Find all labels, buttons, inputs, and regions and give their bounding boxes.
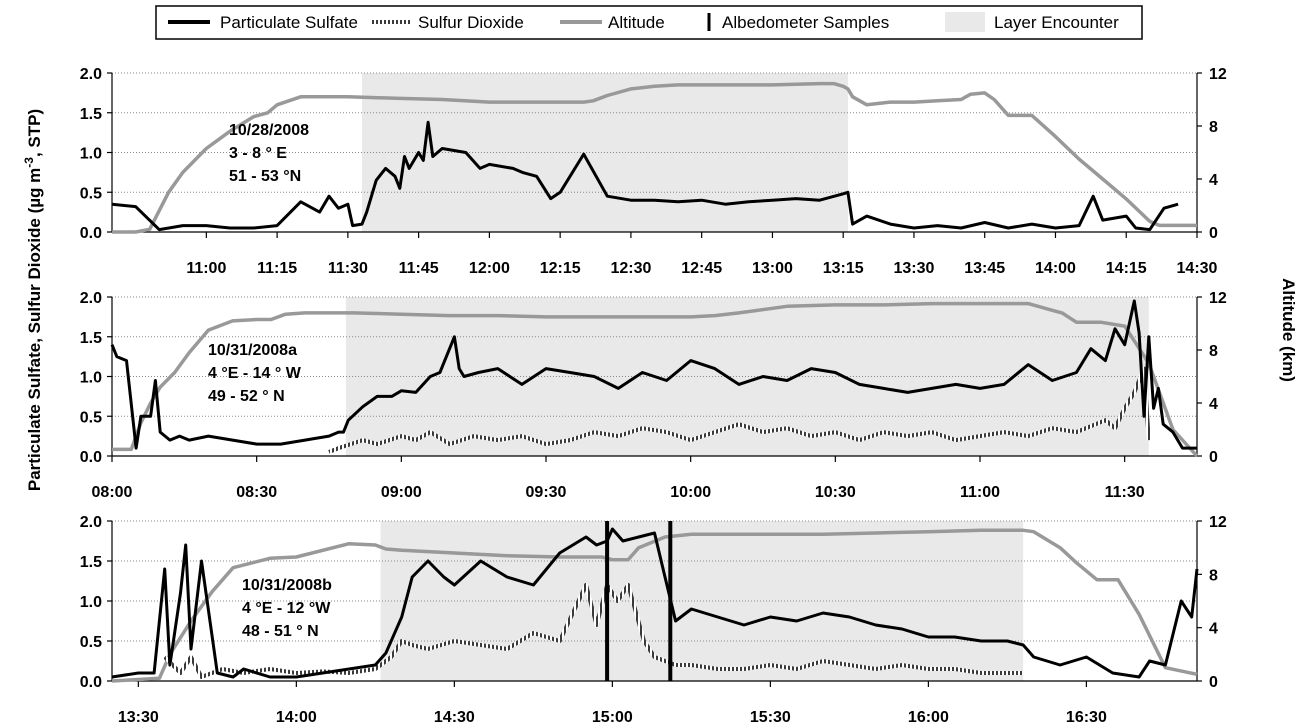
y2-tick-label: 4 (1209, 172, 1218, 189)
panel-annotation-line: 48 - 51 ° N (242, 623, 319, 640)
y2-tick-label: 12 (1209, 290, 1227, 307)
series-altitude (112, 301, 1199, 458)
x-tick-label: 14:00 (276, 709, 317, 726)
x-tick-label: 14:00 (1035, 260, 1076, 277)
y-tick-label: 0.5 (80, 185, 102, 202)
y-tick-label: 1.5 (80, 330, 102, 347)
y2-tick-label: 8 (1209, 343, 1218, 360)
y2-tick-label: 8 (1209, 567, 1218, 584)
y2-tick-label: 12 (1209, 66, 1227, 83)
panel-annotation-line: 4 °E - 14 ° W (208, 365, 302, 382)
x-tick-label: 11:15 (257, 260, 297, 277)
y2-tick-label: 8 (1209, 119, 1218, 136)
y-tick-label: 0.5 (80, 634, 102, 651)
right-axis-title: Altitude (km) (1279, 278, 1298, 382)
y-tick-label: 2.0 (80, 66, 102, 83)
x-tick-label: 11:00 (186, 260, 226, 277)
x-tick-label: 12:00 (469, 260, 510, 277)
series-altitude (111, 528, 1198, 683)
legend-swatch-layer (945, 12, 985, 32)
y2-tick-label: 4 (1209, 396, 1218, 413)
y2-tick-label: 12 (1209, 514, 1227, 531)
x-tick-label: 11:30 (1105, 484, 1145, 501)
y-tick-label: 1.5 (80, 106, 102, 123)
series-sulfate (111, 120, 1179, 232)
x-tick-label: 13:15 (823, 260, 864, 277)
y2-tick-label: 4 (1209, 621, 1218, 638)
x-tick-label: 14:15 (1106, 260, 1147, 277)
panels: 0.0 0.5 1.0 1.5 2.0 0 4 8 12 11:00 11:15 11:30 11:45… (80, 66, 1227, 726)
legend-item-layer-encounter: Layer Encounter (945, 12, 1119, 32)
y2-tick-label: 0 (1209, 449, 1218, 466)
x-tick-label: 12:45 (681, 260, 722, 277)
x-tick-label: 08:30 (236, 484, 277, 501)
y-tick-label: 1.5 (80, 554, 102, 571)
x-tick-label: 08:00 (92, 484, 133, 501)
y-tick-label: 2.0 (80, 514, 102, 531)
x-tick-label: 16:30 (1066, 709, 1107, 726)
x-tick-label: 09:30 (526, 484, 567, 501)
y2-tick-label: 0 (1209, 674, 1218, 691)
legend-label-albedometer: Albedometer Samples (722, 13, 889, 32)
panel-annotation-line: 4 °E - 12 °W (242, 600, 331, 617)
x-tick-label: 12:15 (540, 260, 581, 277)
y-tick-label: 0.5 (80, 409, 102, 426)
panel-annotation-line: 49 - 52 ° N (208, 388, 285, 405)
panel-annotation-line: 3 - 8 ° E (229, 145, 287, 162)
y-tick-label: 0.0 (80, 225, 102, 242)
series-sulfate (111, 527, 1199, 679)
x-tick-label: 11:30 (328, 260, 368, 277)
y-tick-label: 0.0 (80, 449, 102, 466)
legend-item-particulate-sulfate: Particulate Sulfate (168, 13, 358, 32)
x-tick-label: 11:00 (960, 484, 1000, 501)
legend-item-sulfur-dioxide: Sulfur Dioxide (370, 13, 524, 32)
legend-label-so2: Sulfur Dioxide (418, 13, 524, 32)
y-tick-label: 2.0 (80, 290, 102, 307)
series-so2 (163, 583, 1024, 679)
series-so2 (328, 366, 1151, 454)
x-tick-label: 10:00 (670, 484, 711, 501)
panel-annotation-line: 10/31/2008b (242, 577, 332, 594)
x-tick-label: 13:30 (118, 709, 159, 726)
x-tick-label: 14:30 (434, 709, 475, 726)
panel-annotation-line: 10/28/2008 (229, 122, 309, 139)
y-tick-label: 1.0 (80, 370, 102, 387)
series-altitude (112, 81, 1197, 234)
x-tick-label: 09:00 (381, 484, 422, 501)
legend: Particulate Sulfate Sulfur Dioxide Altit… (155, 5, 1143, 40)
panel-annotation-line: 10/31/2008a (208, 342, 297, 359)
x-tick-label: 13:00 (752, 260, 793, 277)
legend-label-altitude: Altitude (608, 13, 665, 32)
y-tick-label: 1.0 (80, 594, 102, 611)
layer-encounter-band (380, 521, 1024, 681)
x-tick-label: 14:30 (1177, 260, 1218, 277)
x-tick-label: 10:30 (815, 484, 856, 501)
x-tick-label: 16:00 (908, 709, 949, 726)
x-tick-label: 12:30 (610, 260, 651, 277)
left-axis-title: Particulate Sulfate, Sulfur Dioxide (µg … (22, 109, 44, 491)
y2-tick-label: 0 (1209, 225, 1218, 242)
legend-item-altitude: Altitude (560, 13, 665, 32)
panel-3: 0.0 0.5 1.0 1.5 2.0 0 4 8 12 13:30 14:00 14:30 15:00… (80, 514, 1227, 726)
legend-item-albedometer: Albedometer Samples (707, 13, 889, 32)
panel-annotation-line: 51 - 53 °N (229, 168, 301, 185)
legend-label-layer: Layer Encounter (994, 13, 1119, 32)
series-sulfate (110, 299, 1197, 450)
x-tick-label: 15:00 (592, 709, 633, 726)
panel-2: 0.0 0.5 1.0 1.5 2.0 0 4 8 12 08:00 08:30 09:00 09:30… (80, 290, 1227, 501)
legend-label-sulfate: Particulate Sulfate (220, 13, 358, 32)
x-tick-label: 15:30 (750, 709, 791, 726)
panel-1: 0.0 0.5 1.0 1.5 2.0 0 4 8 12 11:00 11:15 11:30 11:45… (80, 66, 1227, 277)
x-tick-label: 13:45 (964, 260, 1005, 277)
y-tick-label: 1.0 (80, 146, 102, 163)
x-tick-label: 11:45 (399, 260, 439, 277)
x-tick-label: 13:30 (893, 260, 934, 277)
y-tick-label: 0.0 (80, 674, 102, 691)
